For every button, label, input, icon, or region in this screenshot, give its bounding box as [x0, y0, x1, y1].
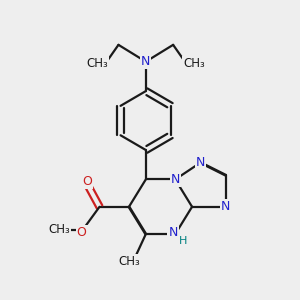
Text: O: O: [82, 175, 92, 188]
Text: CH₃: CH₃: [86, 57, 108, 70]
Text: H: H: [178, 236, 187, 247]
Text: N: N: [221, 200, 230, 213]
Text: CH₃: CH₃: [118, 255, 140, 268]
Text: CH₃: CH₃: [183, 57, 205, 70]
Text: N: N: [168, 226, 178, 238]
Text: O: O: [77, 226, 87, 238]
Text: N: N: [171, 173, 180, 186]
Text: N: N: [141, 55, 151, 68]
Text: CH₃: CH₃: [49, 224, 70, 236]
Text: methyl: methyl: [0, 299, 1, 300]
Text: N: N: [196, 156, 205, 169]
